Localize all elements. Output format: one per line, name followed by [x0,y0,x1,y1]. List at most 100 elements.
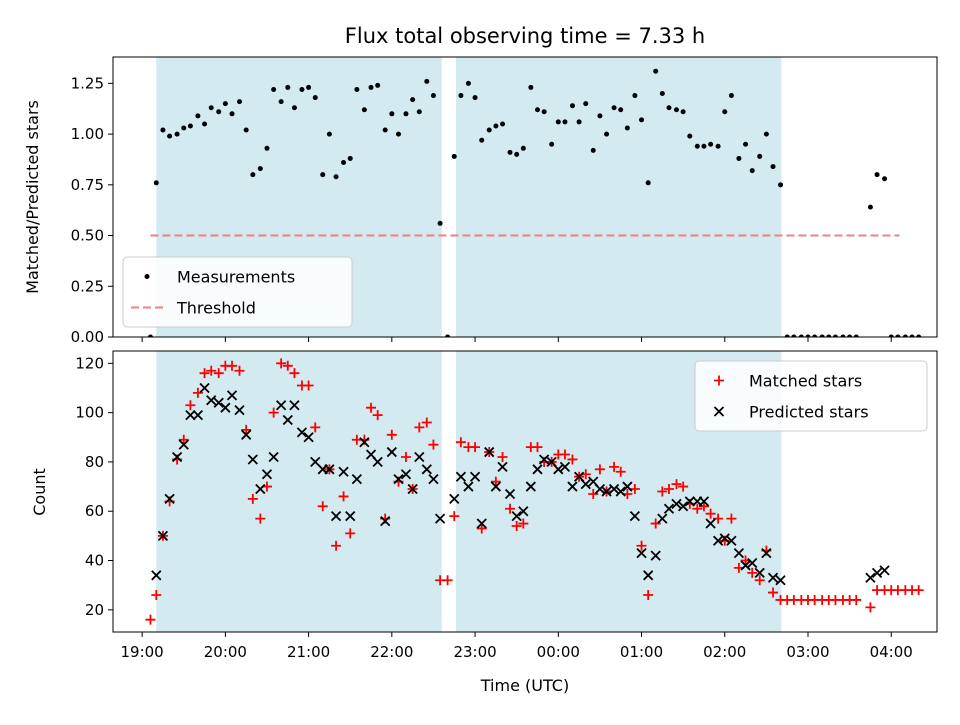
data-point [414,451,425,463]
x-tick-label: 00:00 [537,643,580,661]
x-axis-label: Time (UTC) [480,676,569,695]
data-point [185,409,196,421]
data-point [470,442,481,453]
data-point [594,483,606,495]
data-point [712,535,724,546]
y-tick-label: 0.50 [71,227,104,245]
data-point [747,567,758,578]
y-tick-label: 80 [85,453,104,471]
data-point [195,113,201,119]
data-point [770,164,776,170]
data-point [594,464,605,475]
data-point [303,380,314,391]
data-point [541,109,547,115]
data-point [160,127,166,133]
plot-area [145,351,924,632]
data-point [151,570,162,581]
data-point [678,481,689,492]
data-point [271,86,277,92]
plot-frame [112,56,938,338]
data-point [687,133,693,139]
data-point [341,160,347,166]
data-point [722,109,728,115]
data-point [264,145,270,151]
data-point [653,68,659,74]
data-point [819,334,825,337]
data-point [463,481,474,492]
data-point [257,166,263,172]
data-point [608,483,620,495]
data-point [663,484,674,495]
observing-window [455,57,782,337]
data-point [708,141,714,147]
data-point [449,511,460,522]
data-point [278,99,284,105]
data-point [276,358,287,369]
data-point [740,560,751,571]
data-point [226,390,238,401]
x-tick-label: 21:00 [287,643,330,661]
data-point [303,432,314,443]
data-point [497,461,508,472]
top-panel-y-axis-label: Matched/Predicted stars [23,100,42,294]
data-point [345,528,356,539]
data-point [178,439,189,450]
data-point [590,147,596,153]
data-point [624,125,630,131]
data-point [250,172,256,178]
legend-label: Matched stars [749,372,862,391]
legend-label: Predicted stars [749,403,869,422]
legend-box [694,360,928,432]
data-point [192,409,204,421]
data-point [757,153,763,159]
data-point [375,82,381,88]
data-point [268,407,279,418]
data-point [805,334,811,337]
data-point [164,493,175,505]
data-point [442,575,453,586]
data-point [916,334,922,337]
data-point [421,417,432,428]
data-point [504,488,516,500]
y-tick-label: 120 [75,354,104,372]
data-point [761,547,772,559]
data-point [424,78,430,84]
data-point [701,143,707,149]
data-point [178,434,189,445]
data-point [733,547,745,559]
data-point [206,395,217,406]
data-point [874,172,880,178]
data-point [268,451,279,463]
y-tick-label: 60 [85,502,104,520]
panel-count: 20 40 60 80 100 120 19:00 20:00 21:00 22:00 23:00 0… [75,350,938,661]
data-point [497,451,508,462]
x-tick-label: 01:00 [620,643,663,661]
data-point [185,400,196,411]
data-point [206,365,217,376]
data-point [192,387,203,398]
data-point [458,93,464,99]
data-point [430,93,436,99]
data-point [347,155,353,161]
data-point [879,565,890,576]
data-point [428,474,439,485]
data-point [255,483,266,495]
data-point [865,602,876,613]
data-point [743,141,749,147]
data-point [216,109,222,115]
data-point [832,334,838,337]
data-point [382,127,388,133]
data-point [282,360,293,371]
data-point [455,471,467,482]
data-point [588,488,599,499]
data-point [476,523,487,534]
data-point [451,153,457,159]
data-point [372,410,383,421]
bottom-panel-y-axis-label: Count [30,468,49,516]
data-point [611,105,617,111]
data-point [289,368,300,379]
data-point [559,449,570,460]
data-point [549,141,555,147]
data-point [296,427,308,438]
data-point [882,176,888,182]
